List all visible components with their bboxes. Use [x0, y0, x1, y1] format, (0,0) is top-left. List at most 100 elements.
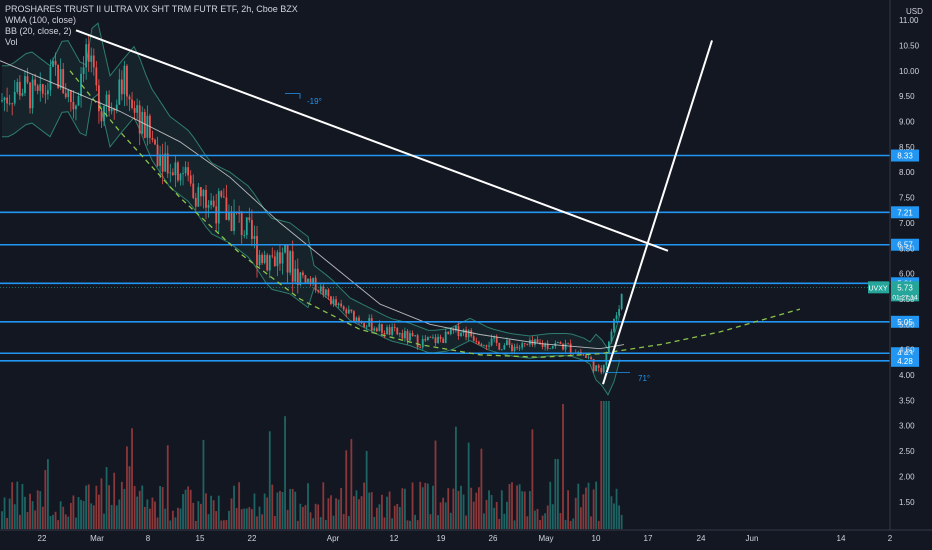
volume-bar — [3, 497, 6, 529]
level-tag — [891, 354, 919, 367]
legend-bb[interactable]: BB (20, close, 2) — [5, 26, 72, 36]
candle-body — [416, 335, 419, 348]
volume-bar — [590, 516, 592, 529]
legend-vol[interactable]: Vol — [5, 37, 18, 47]
candle-body — [439, 336, 442, 339]
volume-bar — [217, 495, 220, 529]
volume-bar — [493, 507, 496, 529]
volume-bar — [521, 491, 524, 529]
candle-body — [426, 336, 429, 341]
candle-body — [271, 255, 274, 257]
volume-bar — [64, 514, 67, 529]
volume-bar — [189, 489, 192, 529]
volume-bar — [597, 520, 600, 529]
candle-body — [618, 309, 620, 316]
volume-bar — [253, 493, 256, 529]
candle-body — [230, 212, 233, 231]
price-tick-label: 4.50 — [899, 346, 915, 355]
volume-bar — [128, 466, 131, 529]
level-tag — [891, 206, 919, 219]
volume-bar — [284, 416, 286, 529]
candle-body — [465, 329, 467, 338]
volume-bar — [205, 493, 207, 529]
candle-body — [401, 333, 404, 339]
volume-bar — [467, 442, 470, 529]
candle-body — [182, 173, 184, 175]
volume-bar — [75, 517, 77, 529]
volume-bar — [312, 518, 314, 529]
volume-bar — [31, 501, 34, 529]
volume-bar — [197, 501, 200, 529]
volume-bar — [103, 513, 105, 529]
countdown-label: 01:27:14 — [892, 294, 918, 301]
volume-bar — [192, 502, 195, 529]
volume-bar — [238, 482, 241, 529]
candle-body — [414, 335, 416, 337]
volume-bar — [98, 494, 100, 529]
candle-body — [587, 357, 590, 359]
volume-bar — [18, 514, 21, 529]
volume-bar — [177, 507, 179, 529]
volume-bar — [307, 483, 309, 529]
candle-body — [284, 245, 286, 253]
candle-body — [455, 325, 457, 331]
candle-body — [513, 346, 516, 351]
volume-bar — [411, 482, 414, 529]
volume-bar — [500, 490, 503, 529]
candle-body — [36, 85, 39, 91]
price-tick-label: 8.50 — [899, 143, 915, 152]
candle-body — [286, 245, 289, 273]
candle-body — [516, 346, 518, 348]
volume-bar — [618, 505, 620, 529]
legend-wma[interactable]: WMA (100, close) — [5, 15, 77, 25]
candle-body — [498, 343, 501, 350]
price-tick-label: 6.00 — [899, 270, 915, 279]
volume-bar — [449, 512, 452, 529]
candle-body — [29, 82, 31, 109]
candle-body — [113, 108, 116, 111]
candle-body — [138, 105, 141, 134]
volume-bar — [200, 503, 202, 529]
volume-bar — [123, 488, 126, 529]
candle-body — [133, 107, 136, 113]
volume-bar — [72, 495, 75, 529]
time-axis: 22 Mar 8 15 22 Apr 12 19 26 May 10 17 24 Jun 14 2 — [0, 529, 932, 543]
candle-body — [233, 211, 235, 231]
volume-bar — [503, 513, 506, 529]
candle-body — [324, 289, 327, 295]
volume-bar — [587, 482, 590, 529]
volume-bar — [151, 497, 154, 529]
legend-title: PROSHARES TRUST II ULTRA VIX SHT TRM FUT… — [5, 4, 298, 14]
volume-bar — [370, 492, 373, 529]
candle-body — [549, 348, 552, 350]
volume-bar — [378, 504, 381, 529]
candle-body — [419, 347, 422, 348]
candle-body — [342, 306, 345, 310]
volume-bar — [169, 520, 172, 529]
candle-body — [126, 65, 128, 97]
volume-bar — [595, 481, 598, 529]
volume-bar — [8, 498, 11, 529]
volume-bar — [322, 482, 325, 529]
level-tag — [891, 238, 919, 251]
candle-body — [207, 204, 210, 208]
candle-body — [34, 79, 37, 86]
volume-bar — [398, 507, 401, 529]
volume-bar — [421, 487, 424, 529]
candle-body — [335, 299, 337, 306]
candle-body — [345, 309, 348, 314]
volume-bar — [156, 517, 159, 529]
candle-body — [365, 326, 368, 328]
time-tick-label: 26 — [489, 534, 498, 543]
candle-body — [62, 69, 65, 94]
candle-body — [327, 289, 330, 297]
volume-bar — [294, 491, 297, 529]
volume-bar — [141, 485, 144, 529]
candle-body — [279, 252, 281, 264]
volume-bar — [340, 488, 343, 529]
volume-bar — [383, 517, 386, 529]
volume-bar — [263, 493, 266, 529]
candle-body — [460, 333, 462, 337]
volume-bar — [557, 459, 559, 529]
